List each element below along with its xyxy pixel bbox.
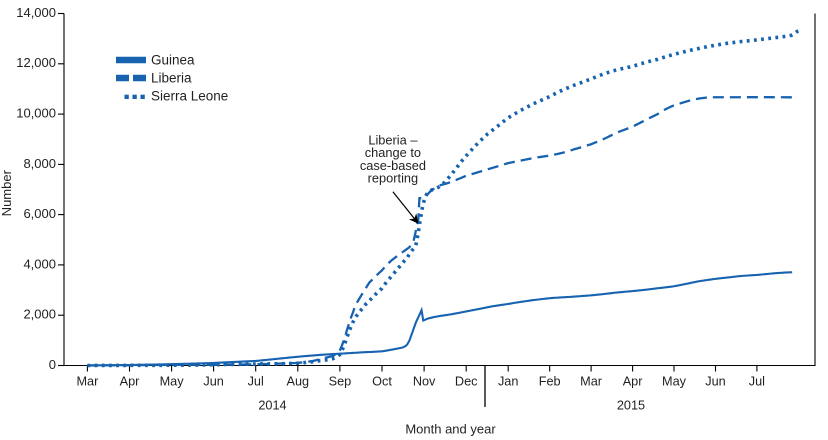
svg-text:0: 0 — [49, 357, 56, 372]
svg-text:14,000: 14,000 — [16, 5, 56, 20]
svg-text:2014: 2014 — [258, 399, 286, 413]
svg-text:Jun: Jun — [203, 375, 223, 389]
svg-text:Aug: Aug — [287, 375, 310, 389]
svg-text:Dec: Dec — [455, 375, 478, 389]
svg-text:Number: Number — [0, 169, 14, 216]
svg-text:Oct: Oct — [372, 375, 392, 389]
svg-text:Nov: Nov — [413, 375, 436, 389]
svg-text:Month and year: Month and year — [405, 422, 496, 437]
svg-text:Sep: Sep — [329, 375, 352, 389]
svg-text:Mar: Mar — [580, 375, 603, 389]
svg-text:2,000: 2,000 — [23, 307, 56, 322]
svg-text:Jul: Jul — [749, 375, 765, 389]
svg-text:12,000: 12,000 — [16, 55, 56, 70]
svg-text:Sierra Leone: Sierra Leone — [151, 89, 228, 104]
svg-text:8,000: 8,000 — [23, 156, 56, 171]
svg-text:Jan: Jan — [498, 375, 518, 389]
svg-text:Apr: Apr — [120, 375, 141, 389]
svg-text:Feb: Feb — [539, 375, 561, 389]
svg-text:Jul: Jul — [248, 375, 264, 389]
svg-text:6,000: 6,000 — [23, 206, 56, 221]
svg-text:10,000: 10,000 — [16, 106, 56, 121]
svg-text:reporting: reporting — [368, 171, 419, 186]
svg-text:Apr: Apr — [623, 375, 644, 389]
svg-text:2015: 2015 — [617, 399, 645, 413]
svg-text:Mar: Mar — [76, 375, 99, 389]
svg-text:Guinea: Guinea — [151, 53, 195, 68]
svg-text:Jun: Jun — [705, 375, 725, 389]
svg-text:Liberia: Liberia — [151, 71, 192, 86]
svg-text:May: May — [662, 375, 687, 389]
svg-text:4,000: 4,000 — [23, 256, 56, 271]
svg-text:May: May — [160, 375, 185, 389]
